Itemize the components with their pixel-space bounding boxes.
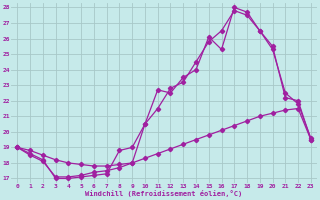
X-axis label: Windchill (Refroidissement éolien,°C): Windchill (Refroidissement éolien,°C) — [85, 190, 243, 197]
